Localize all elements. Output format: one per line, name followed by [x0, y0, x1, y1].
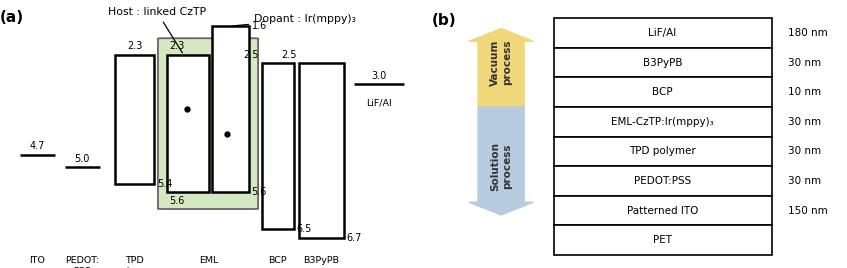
- Bar: [299, 64, 344, 238]
- Text: LiF/Al: LiF/Al: [649, 28, 677, 38]
- Text: 2.3: 2.3: [169, 41, 185, 51]
- Text: BCP: BCP: [652, 87, 673, 97]
- Text: 10 nm: 10 nm: [789, 87, 822, 97]
- Bar: [212, 26, 249, 192]
- Bar: [554, 196, 772, 225]
- Text: PET: PET: [653, 235, 672, 245]
- Text: PEDOT:
PSS: PEDOT: PSS: [65, 256, 99, 268]
- Text: PEDOT:PSS: PEDOT:PSS: [634, 176, 691, 186]
- Bar: [554, 77, 772, 107]
- Text: EML: EML: [199, 256, 218, 265]
- Text: Host : linked CzTP: Host : linked CzTP: [108, 7, 206, 53]
- Bar: [262, 64, 294, 229]
- Text: B3PyPB: B3PyPB: [303, 256, 340, 265]
- FancyArrow shape: [469, 107, 534, 215]
- Text: EML-CzTP:Ir(mppy)₃: EML-CzTP:Ir(mppy)₃: [612, 117, 714, 127]
- Text: (b): (b): [432, 13, 457, 28]
- Text: 2.3: 2.3: [127, 41, 142, 51]
- Text: ITO: ITO: [30, 256, 45, 265]
- Bar: [554, 107, 772, 137]
- Text: Vacuum
process: Vacuum process: [490, 39, 512, 86]
- Text: 5.0: 5.0: [75, 154, 90, 164]
- Bar: [167, 55, 209, 192]
- Text: 2.5: 2.5: [244, 50, 259, 60]
- Text: 6.7: 6.7: [346, 233, 362, 243]
- Text: 30 nm: 30 nm: [789, 58, 822, 68]
- Text: TPD
polymer: TPD polymer: [115, 256, 154, 268]
- Text: 2.5: 2.5: [281, 50, 296, 60]
- Text: 5.4: 5.4: [157, 179, 172, 189]
- Text: Dopant : Ir(mppy)₃: Dopant : Ir(mppy)₃: [233, 14, 356, 26]
- Text: TPD polymer: TPD polymer: [629, 146, 696, 156]
- Text: 6.5: 6.5: [296, 224, 312, 234]
- Text: B3PyPB: B3PyPB: [643, 58, 683, 68]
- Text: 5.6: 5.6: [252, 187, 267, 197]
- Bar: [114, 55, 154, 184]
- Text: 30 nm: 30 nm: [789, 117, 822, 127]
- Text: 5.6: 5.6: [169, 196, 185, 206]
- Text: 3.0: 3.0: [371, 71, 386, 81]
- Text: LiF/Al: LiF/Al: [366, 99, 391, 108]
- Text: Patterned ITO: Patterned ITO: [627, 206, 698, 215]
- Text: (a): (a): [0, 9, 24, 24]
- Bar: [554, 166, 772, 196]
- Text: 150 nm: 150 nm: [789, 206, 828, 215]
- Text: 4.7: 4.7: [30, 142, 45, 151]
- Text: BCP: BCP: [268, 256, 287, 265]
- Bar: [554, 137, 772, 166]
- Bar: [554, 18, 772, 48]
- Text: 180 nm: 180 nm: [789, 28, 828, 38]
- FancyBboxPatch shape: [158, 38, 258, 209]
- Text: 30 nm: 30 nm: [789, 146, 822, 156]
- Bar: [554, 225, 772, 255]
- Bar: [554, 48, 772, 77]
- Text: 30 nm: 30 nm: [789, 176, 822, 186]
- Text: 1.6: 1.6: [252, 21, 267, 31]
- Text: Solution
process: Solution process: [490, 142, 512, 191]
- FancyArrow shape: [469, 28, 534, 107]
